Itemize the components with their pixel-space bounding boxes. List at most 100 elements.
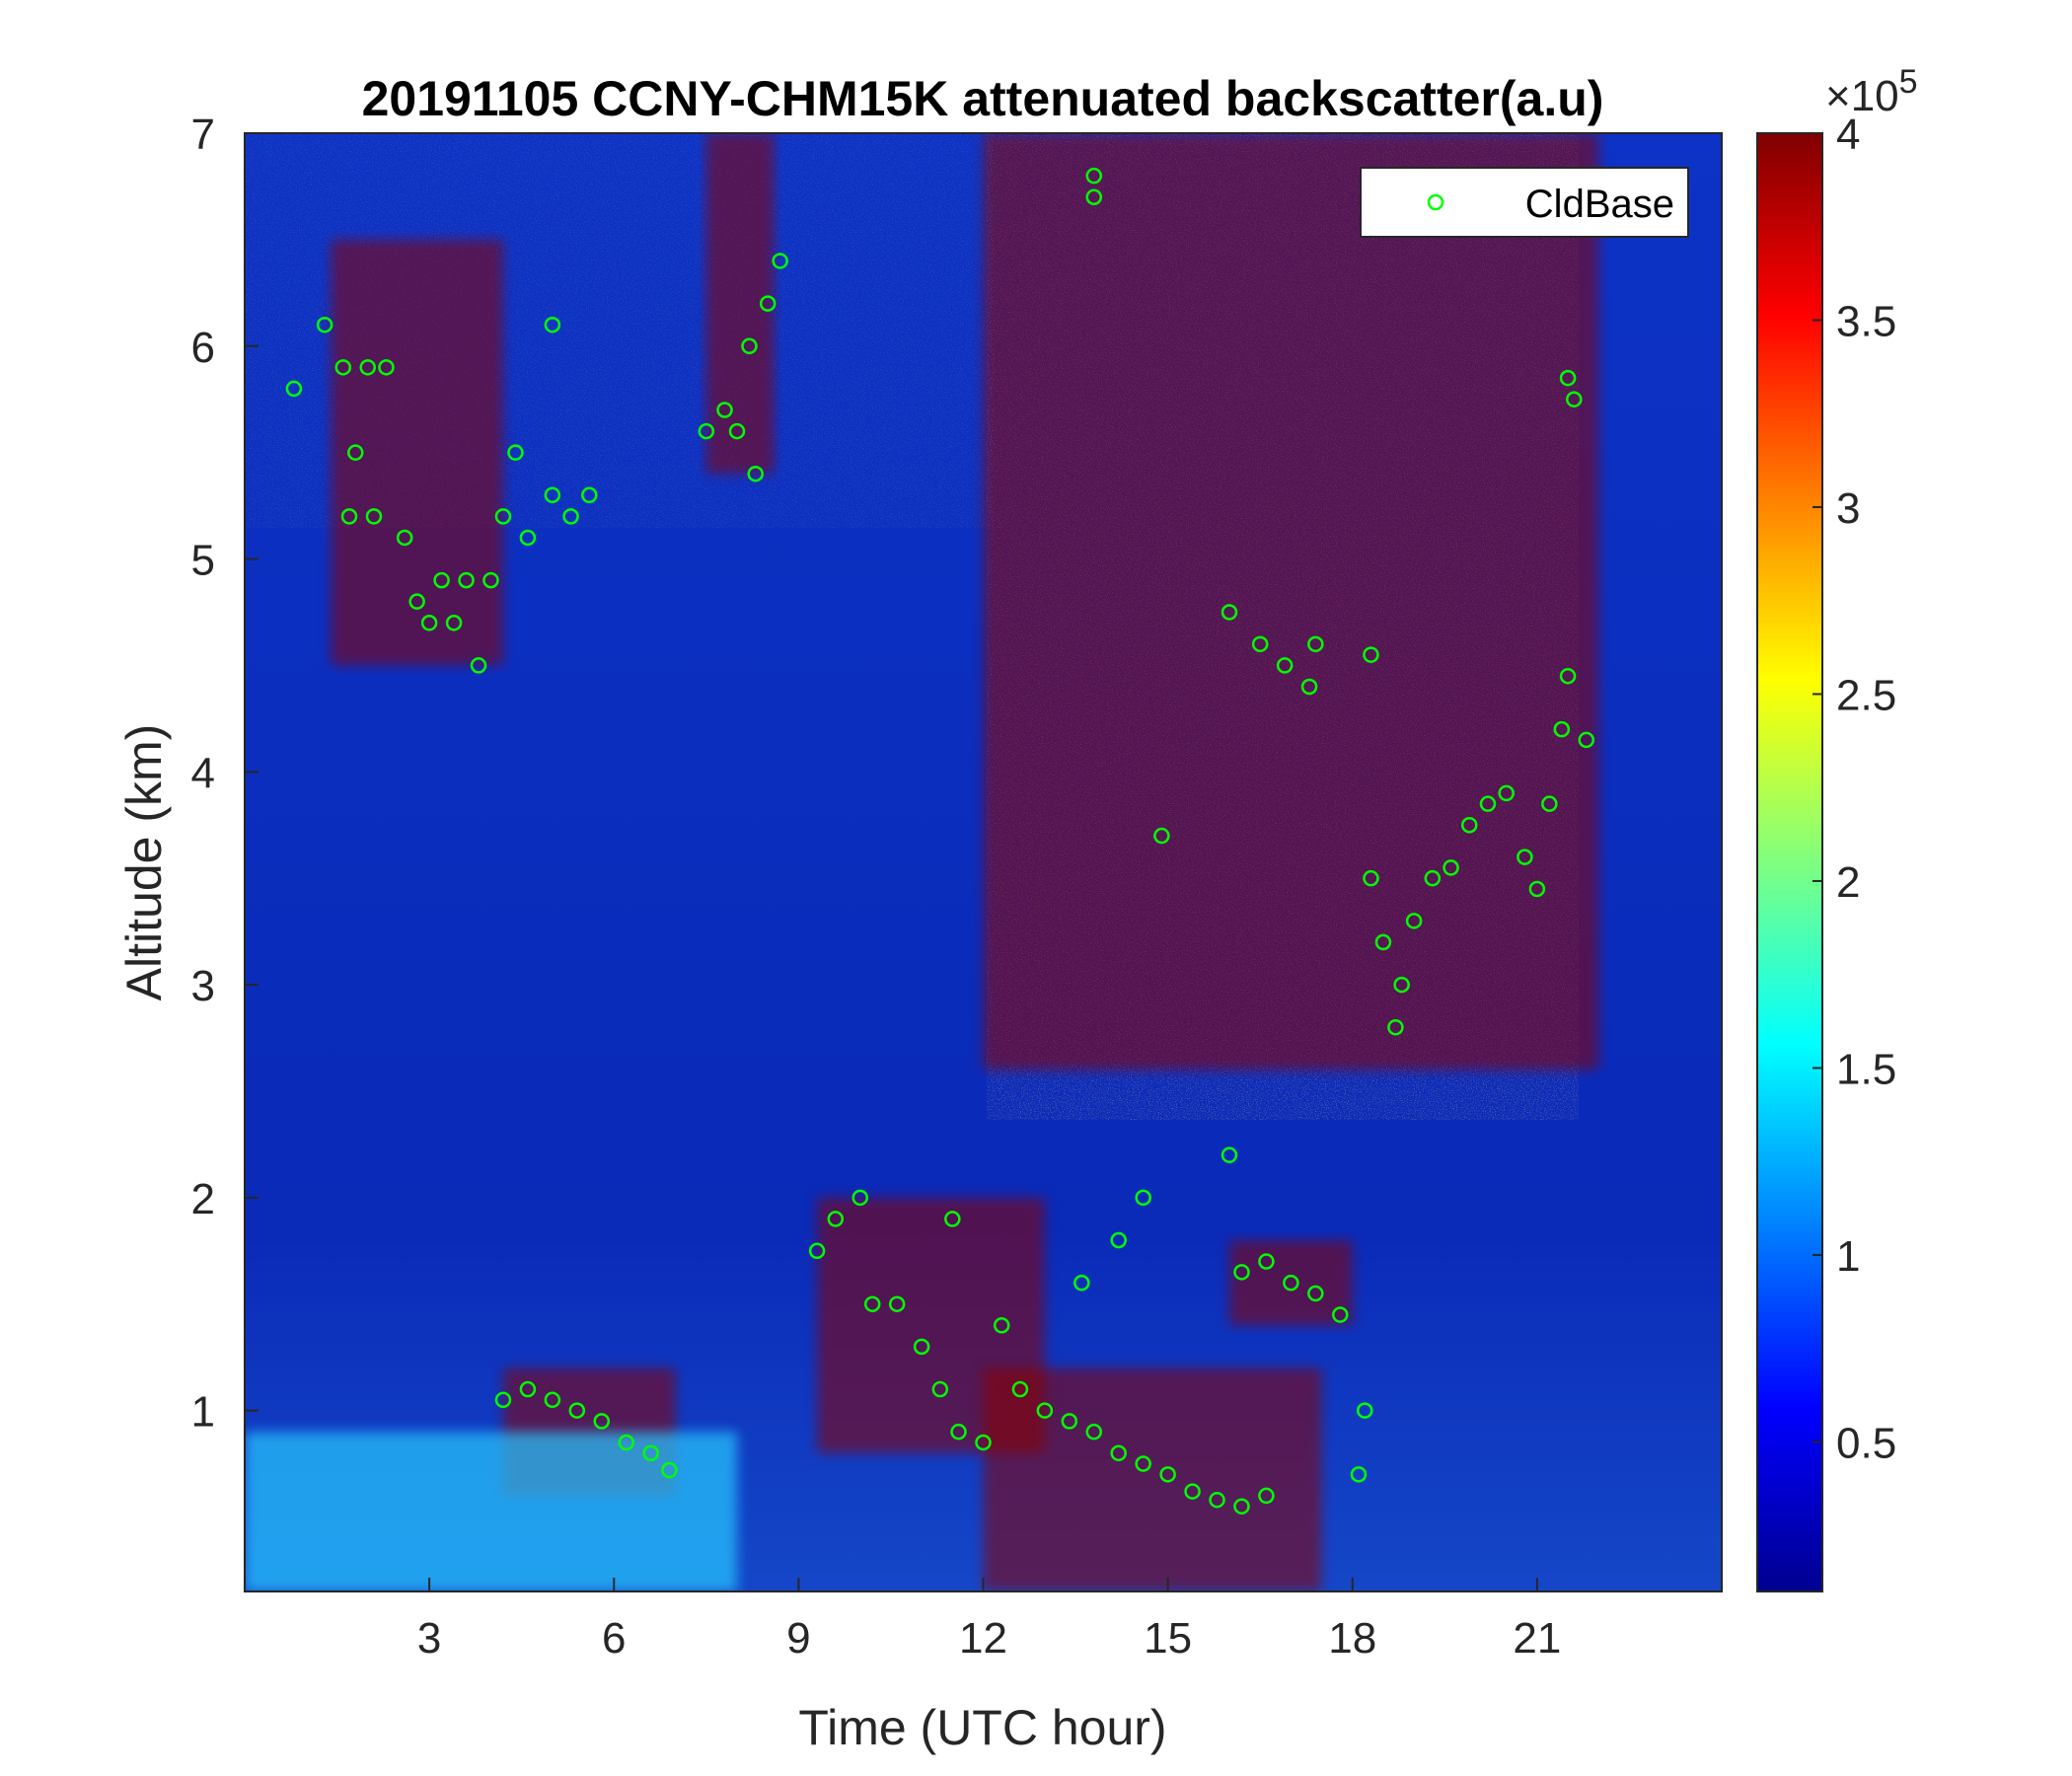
cldbase-point (1405, 913, 1423, 929)
cldbase-point (433, 571, 450, 589)
cldbase-point (507, 444, 524, 461)
cldbase-point (888, 1295, 906, 1312)
cldbase-point (544, 316, 561, 333)
cldbase-point (494, 508, 512, 525)
x-tick-label: 15 (1144, 1614, 1192, 1663)
cldbase-point (1276, 657, 1294, 674)
cldbase-point (1443, 859, 1459, 876)
colorbar: 0.5 1 1.5 2 2.5 3 3.5 4 ×105 (1756, 63, 1918, 1592)
cldbase-point (1258, 1487, 1275, 1505)
cldbase-point (1233, 1498, 1250, 1515)
y-tick-label: 2 (191, 1175, 215, 1223)
y-tick-label: 4 (191, 749, 215, 797)
cldbase-point (562, 508, 579, 525)
cldbase-point (408, 593, 425, 610)
cldbase-point (519, 1380, 537, 1398)
cldbase-point (1528, 880, 1546, 898)
x-tick-label: 6 (602, 1614, 626, 1663)
cldbase-point (1424, 869, 1442, 887)
cldbase-point (1307, 1285, 1324, 1302)
cldbase-point (772, 253, 788, 269)
colorbar-tick-label: 3 (1836, 484, 1860, 533)
cldbase-point (1356, 1402, 1373, 1419)
cldbase-point (1209, 1491, 1225, 1509)
y-axis-label: Altitude (km) (116, 724, 172, 1001)
cloud-layer (245, 133, 1599, 1591)
chart-title: 20191105 CCNY-CHM15K attenuated backscat… (362, 71, 1604, 126)
cldbase-point (1363, 646, 1379, 663)
cloud-region (245, 1432, 737, 1591)
legend: CldBase (1360, 167, 1689, 238)
cldbase-point (1498, 784, 1515, 802)
cldbase-point (1374, 933, 1392, 951)
cldbase-point (470, 657, 487, 674)
colorbar-tick-label: 1.5 (1836, 1045, 1896, 1093)
y-tick-label: 3 (191, 962, 215, 1010)
cldbase-point (378, 359, 395, 376)
cldbase-point (741, 337, 758, 355)
cldbase-point (420, 615, 438, 631)
colorbar-exponent-prefix: ×10 (1825, 72, 1899, 120)
y-tick-label: 1 (191, 1388, 215, 1437)
cldbase-point (1159, 1466, 1176, 1483)
cldbase-point (944, 1211, 961, 1227)
cldbase-point (1363, 869, 1379, 887)
cldbase-point (993, 1317, 1010, 1334)
x-axis: 3 6 9 12 15 18 21 (417, 1578, 1561, 1663)
legend-box (1360, 167, 1689, 238)
cldbase-point (618, 1434, 634, 1451)
cldbase-point (1350, 1466, 1368, 1483)
cldbase-point (931, 1380, 949, 1398)
colorbar-tick-label: 3.5 (1836, 297, 1896, 345)
y-axis: 1 2 3 4 5 6 7 (191, 111, 259, 1437)
cldbase-point (808, 1242, 826, 1260)
cldbase-point (1393, 976, 1410, 994)
colorbar-frame (1756, 132, 1823, 1592)
legend-label-cldbase: CldBase (1525, 183, 1674, 226)
cldbase-point (1221, 604, 1238, 621)
cldbase-point (1061, 1413, 1078, 1430)
cldbase-point (975, 1434, 992, 1451)
cldbase-point (913, 1338, 930, 1356)
x-axis-label: Time (UTC hour) (798, 1700, 1166, 1755)
x-tick-label: 12 (959, 1614, 1007, 1663)
colorbar-tick-label: 2.5 (1836, 671, 1896, 719)
cldbase-point (1559, 369, 1577, 387)
cldbase-point (1387, 1018, 1404, 1036)
cldbase-markers (285, 167, 1595, 1515)
x-tick-label: 21 (1513, 1614, 1561, 1663)
colorbar-tick-label: 1 (1836, 1232, 1860, 1281)
cldbase-point (716, 402, 733, 418)
plot-area (245, 133, 1722, 1591)
colorbar-tick-label: 4 (1836, 111, 1860, 159)
cldbase-point (1541, 795, 1558, 812)
cldbase-point (1283, 1274, 1299, 1292)
cloud-region (705, 133, 775, 475)
colorbar-tick-label: 0.5 (1836, 1419, 1896, 1467)
cldbase-point (759, 295, 777, 312)
cldbase-point (1461, 816, 1478, 834)
cldbase-point (365, 508, 383, 525)
cldbase-point (1011, 1380, 1029, 1398)
colorbar-exponent-power: 5 (1899, 63, 1918, 101)
cldbase-point (1085, 1423, 1103, 1441)
x-tick-label: 18 (1328, 1614, 1376, 1663)
cldbase-point (1153, 827, 1170, 845)
cldbase-point (347, 444, 364, 461)
cldbase-point (1578, 731, 1595, 749)
cldbase-point (1135, 1455, 1151, 1472)
x-tick-label: 3 (417, 1614, 441, 1663)
cldbase-point (334, 359, 352, 376)
cldbase-point (827, 1211, 845, 1227)
cloud-region (331, 239, 503, 666)
cldbase-point (1036, 1402, 1054, 1419)
cldbase-point (1258, 1253, 1275, 1270)
colorbar-tick-label: 2 (1836, 858, 1860, 907)
cldbase-point (642, 1444, 659, 1462)
cldbase-point (1479, 795, 1497, 812)
y-tick-label: 5 (191, 537, 215, 585)
legend-marker-cldbase (1427, 193, 1444, 211)
cldbase-point (728, 422, 746, 440)
cldbase-point (950, 1423, 967, 1441)
